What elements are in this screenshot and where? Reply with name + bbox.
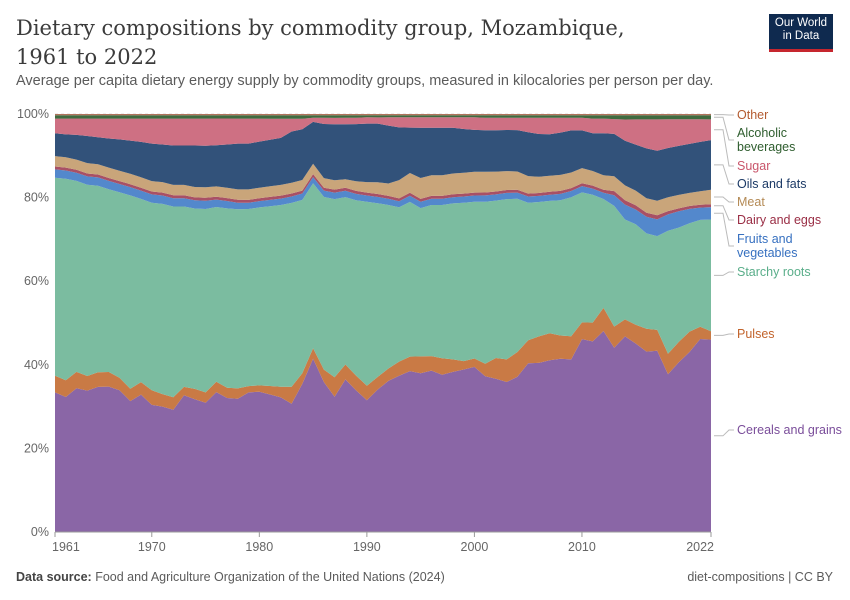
- data-source: Data source: Food and Agriculture Organi…: [16, 570, 445, 584]
- chart-subtitle: Average per capita dietary energy supply…: [16, 73, 714, 89]
- x-tick-label: 1970: [138, 540, 166, 554]
- logo-line-1: Our World: [774, 17, 828, 29]
- owid-logo[interactable]: Our World in Data: [769, 14, 833, 52]
- source-label: Data source:: [16, 570, 92, 584]
- y-tick-label: 80%: [24, 191, 49, 205]
- area-dairy-and-eggs[interactable]: [55, 166, 711, 220]
- label-connector-line: [714, 429, 734, 437]
- label-alcoholic-beverages[interactable]: Alcoholic beverages: [737, 126, 795, 154]
- area-oils-and-fats[interactable]: [55, 121, 711, 201]
- y-tick-label: 20%: [24, 441, 49, 455]
- chart-title: Dietary compositions by commodity group,…: [16, 16, 625, 69]
- label-alcohol-line2: beverages: [737, 140, 796, 154]
- label-cereals-and-grains[interactable]: Cereals and grains: [737, 423, 842, 437]
- x-tick-label: 2010: [568, 540, 596, 554]
- source-text[interactable]: Food and Agriculture Organization of the…: [95, 570, 445, 584]
- area-alcoholic-beverages[interactable]: [55, 115, 711, 120]
- label-sugar[interactable]: Sugar: [737, 159, 771, 173]
- label-starchy-roots[interactable]: Starchy roots: [737, 265, 811, 279]
- footer-license[interactable]: diet-compositions | CC BY: [687, 570, 833, 584]
- logo-line-2: in Data: [782, 30, 820, 42]
- label-oils-and-fats[interactable]: Oils and fats: [737, 177, 807, 191]
- x-tick-label: 1980: [245, 540, 273, 554]
- y-tick-label: 100%: [17, 107, 49, 121]
- y-tick-label: 0%: [31, 525, 49, 539]
- label-fruits-and-vegetables[interactable]: Fruits and vegetables: [737, 232, 797, 260]
- label-connector-line: [714, 116, 734, 141]
- label-pulses[interactable]: Pulses: [737, 327, 775, 341]
- x-tick-label: 1961: [52, 540, 80, 554]
- label-connector-line: [714, 271, 734, 276]
- label-connector-line: [714, 164, 734, 185]
- label-other[interactable]: Other: [737, 108, 769, 122]
- label-meat[interactable]: Meat: [737, 195, 765, 209]
- label-fruits-line2: vegetables: [737, 246, 798, 260]
- area-sugar[interactable]: [55, 117, 711, 151]
- x-tick-label: 1990: [353, 540, 381, 554]
- label-connector-line: [714, 196, 734, 203]
- x-tick-label: 2000: [461, 540, 489, 554]
- label-connector-line: [714, 205, 734, 221]
- area-other[interactable]: [55, 114, 711, 116]
- y-tick-label: 40%: [24, 358, 49, 372]
- area-pulses[interactable]: [55, 307, 711, 410]
- label-connector-line: [714, 333, 734, 336]
- label-connector-line: [714, 212, 734, 247]
- label-connectors: [714, 114, 734, 437]
- x-axis-ticks: 1961 1970 1980 1990 2000 2010 2022: [52, 531, 714, 554]
- area-fruits-and-vegetables[interactable]: [55, 169, 711, 237]
- y-tick-label: 60%: [24, 274, 49, 288]
- label-alcohol-line1: Alcoholic: [737, 126, 788, 140]
- y-axis-ticks: 0% 20% 40% 60% 80% 100%: [17, 107, 49, 539]
- area-series: [55, 114, 711, 532]
- label-fruits-line1: Fruits and: [737, 232, 793, 246]
- area-starchy-roots[interactable]: [55, 177, 711, 398]
- label-connector-line: [714, 129, 734, 167]
- area-cereals-and-grains[interactable]: [55, 331, 711, 532]
- area-meat[interactable]: [55, 156, 711, 216]
- x-tick-label: 2022: [686, 540, 714, 554]
- label-dairy-and-eggs[interactable]: Dairy and eggs: [737, 213, 822, 227]
